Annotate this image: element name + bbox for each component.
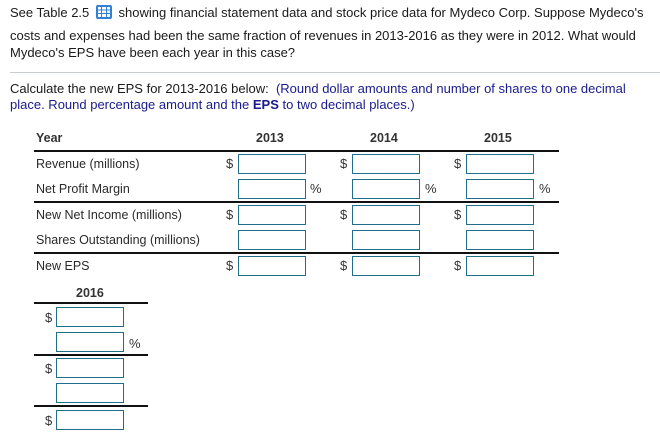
- new-eps-2014-input[interactable]: [352, 256, 420, 276]
- dollar-sign: $: [226, 207, 234, 222]
- net-profit-margin-2014-input[interactable]: [352, 179, 420, 199]
- instructions-line-1: Calculate the new EPS for 2013-2016 belo…: [10, 80, 626, 97]
- question-intro: See Table 2.5: [10, 5, 90, 20]
- column-header-2014: 2014: [370, 131, 398, 145]
- instructions-lead: Calculate the new EPS for 2013-2016 belo…: [10, 81, 269, 96]
- revenue-2015-input[interactable]: [466, 154, 534, 174]
- rounding-note-2: place. Round percentage amount and the: [10, 97, 250, 112]
- rounding-note-1: (Round dollar amounts and number of shar…: [275, 81, 626, 96]
- rounding-note-eps: EPS: [252, 97, 279, 112]
- rounding-note-3: to two decimal places.): [282, 97, 415, 112]
- section-divider: [10, 72, 660, 73]
- dollar-sign: $: [45, 413, 53, 428]
- row-label-net-profit-margin: Net Profit Margin: [36, 182, 130, 196]
- row-label-new-eps: New EPS: [36, 259, 90, 273]
- percent-sign: %: [310, 181, 322, 196]
- column-header-2013: 2013: [256, 131, 284, 145]
- new-net-income-2015-input[interactable]: [466, 205, 534, 225]
- row-label-new-net-income: New Net Income (millions): [36, 208, 182, 222]
- row-rule-2: [34, 252, 559, 254]
- dollar-sign: $: [45, 361, 53, 376]
- year-header: Year: [36, 131, 63, 145]
- column-header-2016: 2016: [76, 286, 104, 300]
- row-rule-1: [34, 201, 559, 203]
- net-profit-margin-2016-input[interactable]: [56, 332, 124, 352]
- new-net-income-2016-input[interactable]: [56, 358, 124, 378]
- dollar-sign: $: [340, 258, 348, 273]
- net-profit-margin-2015-input[interactable]: [466, 179, 534, 199]
- shares-outstanding-2016-input[interactable]: [56, 383, 124, 403]
- net-profit-margin-2013-input[interactable]: [238, 179, 306, 199]
- header-rule-2016: [34, 302, 148, 304]
- revenue-2014-input[interactable]: [352, 154, 420, 174]
- new-eps-2015-input[interactable]: [466, 256, 534, 276]
- table-grid-icon[interactable]: [95, 5, 112, 19]
- revenue-2013-input[interactable]: [238, 154, 306, 174]
- percent-sign: %: [129, 336, 141, 351]
- dollar-sign: $: [454, 258, 462, 273]
- new-net-income-2013-input[interactable]: [238, 205, 306, 225]
- dollar-sign: $: [340, 207, 348, 222]
- column-header-2015: 2015: [484, 131, 512, 145]
- question-line-3: Mydeco's EPS have been each year in this…: [10, 45, 296, 60]
- shares-outstanding-2014-input[interactable]: [352, 230, 420, 250]
- new-eps-2016-input[interactable]: [56, 410, 124, 430]
- instructions-line-2: place. Round percentage amount and the E…: [10, 96, 415, 113]
- dollar-sign: $: [45, 310, 53, 325]
- dollar-sign: $: [226, 156, 234, 171]
- question-continuation: showing financial statement data and sto…: [118, 5, 644, 20]
- new-eps-2013-input[interactable]: [238, 256, 306, 276]
- question-line-1: See Table 2.5 showing financial statemen…: [10, 4, 643, 21]
- percent-sign: %: [425, 181, 437, 196]
- question-line-2: costs and expenses had been the same fra…: [10, 28, 636, 43]
- row-rule-2-2016: [34, 405, 148, 407]
- shares-outstanding-2015-input[interactable]: [466, 230, 534, 250]
- row-rule-1-2016: [34, 354, 148, 356]
- new-net-income-2014-input[interactable]: [352, 205, 420, 225]
- dollar-sign: $: [340, 156, 348, 171]
- dollar-sign: $: [226, 258, 234, 273]
- header-rule: [34, 150, 559, 152]
- percent-sign: %: [539, 181, 551, 196]
- shares-outstanding-2013-input[interactable]: [238, 230, 306, 250]
- row-label-shares-outstanding: Shares Outstanding (millions): [36, 233, 200, 247]
- revenue-2016-input[interactable]: [56, 307, 124, 327]
- dollar-sign: $: [454, 207, 462, 222]
- dollar-sign: $: [454, 156, 462, 171]
- row-label-revenue: Revenue (millions): [36, 157, 140, 171]
